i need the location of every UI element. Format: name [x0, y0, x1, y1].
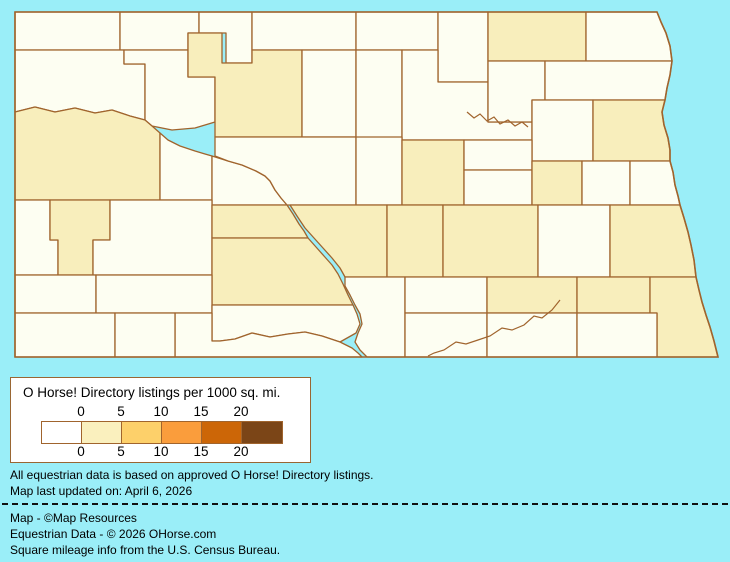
census-credit: Square mileage info from the U.S. Census… — [10, 543, 281, 557]
county-grand-forks — [592, 99, 671, 162]
county-sheridan — [355, 136, 403, 206]
county-eddy — [463, 139, 533, 171]
county-mcintosh — [404, 312, 488, 358]
county-pierce — [355, 49, 403, 141]
legend-swatch-1 — [82, 422, 122, 443]
county-sioux — [174, 312, 363, 358]
state-outline — [14, 11, 720, 358]
legend: O Horse! Directory listings per 1000 sq.… — [10, 377, 311, 463]
county-walsh — [544, 60, 673, 101]
county-towner — [437, 11, 489, 83]
legend-swatch-2 — [122, 422, 162, 443]
county-dunn — [159, 132, 213, 201]
legend-tick-label: 10 — [153, 404, 169, 419]
county-ransom — [576, 276, 651, 314]
legend-swatch-4 — [202, 422, 242, 443]
county-mckenzie — [14, 106, 161, 201]
county-richland — [649, 276, 719, 358]
county-sargent — [576, 312, 658, 358]
county-rolette — [355, 11, 439, 51]
county-barnes — [537, 204, 611, 278]
county-slope — [14, 274, 97, 314]
devils-lake-line — [466, 111, 529, 128]
legend-tick-label: 10 — [153, 444, 169, 459]
county-burke — [119, 11, 200, 51]
legend-tick-label: 0 — [77, 404, 85, 419]
county-stutsman — [442, 204, 539, 278]
county-wells — [401, 139, 465, 206]
county-cavalier — [487, 11, 587, 62]
last-updated-note: Map last updated on: April 6, 2026 — [10, 484, 193, 498]
legend-tick-label: 20 — [233, 444, 249, 459]
county-adams — [114, 312, 176, 358]
county-divide — [14, 11, 121, 51]
county-mchenry — [301, 49, 357, 138]
state-county-map — [14, 11, 720, 358]
legend-swatch-3 — [162, 422, 202, 443]
legend-tick-label: 0 — [77, 444, 85, 459]
county-bowman — [14, 312, 116, 358]
legend-title: O Horse! Directory listings per 1000 sq.… — [23, 385, 281, 400]
county-hettinger — [95, 274, 213, 314]
data-source-note: All equestrian data is based on approved… — [10, 468, 374, 482]
legend-tick-label: 20 — [233, 404, 249, 419]
legend-ticks-bottom: 0 5 10 15 20 — [11, 444, 310, 459]
legend-tick-label: 15 — [193, 404, 209, 419]
legend-tick-label: 5 — [117, 444, 125, 459]
county-steele — [581, 160, 631, 206]
legend-swatch-0 — [42, 422, 82, 443]
county-stark — [92, 199, 213, 276]
county-nelson — [531, 99, 594, 162]
county-griggs — [531, 160, 583, 206]
data-credit: Equestrian Data - © 2026 OHorse.com — [10, 527, 217, 541]
legend-ticks-top: 0 5 10 15 20 — [11, 404, 310, 419]
county-logan — [404, 276, 488, 314]
map-credit: Map - ©Map Resources — [10, 511, 137, 525]
legend-tick-label: 5 — [117, 404, 125, 419]
county-dickey — [486, 312, 578, 358]
nd-map — [14, 11, 720, 358]
county-lamoure — [486, 276, 578, 314]
legend-swatch-5 — [242, 422, 282, 443]
legend-color-ramp — [41, 421, 283, 444]
county-foster — [463, 169, 533, 206]
dashed-separator — [2, 503, 728, 505]
legend-tick-label: 15 — [193, 444, 209, 459]
county-kidder — [386, 204, 444, 278]
james-river-line — [427, 299, 561, 357]
county-bottineau — [251, 11, 357, 51]
